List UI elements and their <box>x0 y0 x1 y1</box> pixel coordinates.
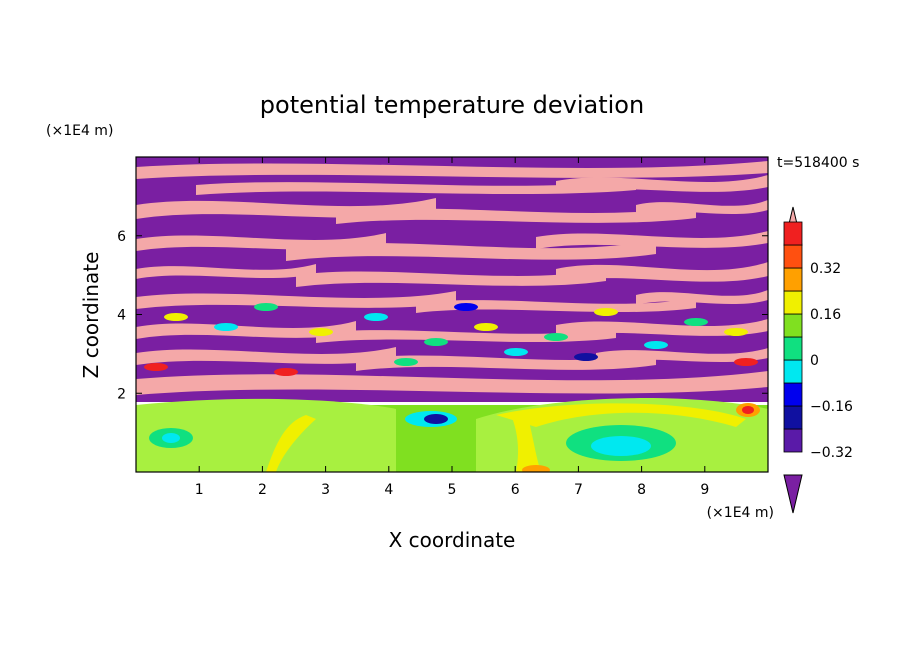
colorbar-segment <box>783 336 803 361</box>
mixing-patch <box>594 308 618 316</box>
x-tick-label: 5 <box>448 482 457 498</box>
warm-plume <box>511 415 541 472</box>
y-tick-label: 6 <box>117 229 126 245</box>
mixing-patch <box>424 338 448 346</box>
colorbar-extend-bottom <box>783 474 803 514</box>
pink-layer-band <box>136 347 396 365</box>
x-tick-label: 9 <box>700 482 709 498</box>
mixing-patch <box>724 328 748 336</box>
colorbar-segment <box>783 382 803 407</box>
colorbar-segment <box>783 290 803 315</box>
colorbar-segment <box>783 405 803 430</box>
mixing-patch <box>684 318 708 326</box>
colorbar-tick-label: −0.16 <box>810 399 853 415</box>
y-tick-label: 4 <box>117 308 126 324</box>
mixing-patch <box>364 313 388 321</box>
colorbar-segment <box>783 359 803 384</box>
time-label: t=518400 s <box>777 155 859 171</box>
cold-core <box>424 414 448 424</box>
mixing-patch <box>309 328 333 336</box>
warm-core <box>522 465 550 472</box>
cool-eddy <box>162 433 180 443</box>
pink-layer-band <box>636 200 768 215</box>
pink-layer-band <box>296 269 606 287</box>
colorbar-tick-label: 0.32 <box>810 261 841 277</box>
colorbar: −0.32 −0.16 0 0.16 0.32 <box>783 206 853 514</box>
y-tick-label: 2 <box>117 386 126 402</box>
pink-layer-band <box>136 264 316 279</box>
mixing-patch <box>734 358 758 366</box>
pink-layer-band <box>286 240 656 261</box>
boundary-eddy <box>136 398 396 472</box>
chart-title: potential temperature deviation <box>260 91 644 119</box>
colorbar-tick-label: 0.16 <box>810 307 841 323</box>
x-axis-label: X coordinate <box>389 528 516 552</box>
x-tick-label: 1 <box>195 482 204 498</box>
mixing-patch <box>474 323 498 331</box>
y-axis-ticks: 2 4 6 <box>117 229 768 402</box>
mixing-patch <box>544 333 568 341</box>
x-tick-label: 7 <box>574 482 583 498</box>
x-tick-label: 6 <box>511 482 520 498</box>
pink-layer-band <box>136 291 456 309</box>
colorbar-segment <box>783 313 803 338</box>
pink-layer-band <box>196 180 636 195</box>
x-tick-label: 4 <box>384 482 393 498</box>
mixing-patch <box>394 358 418 366</box>
pink-layer-band <box>556 175 768 193</box>
warm-plume <box>266 415 316 472</box>
contour-field <box>136 157 768 472</box>
warm-core <box>742 406 754 414</box>
colorbar-segment <box>783 221 803 246</box>
mixing-patch <box>454 303 478 311</box>
y-axis-unit: (×1E4 m) <box>46 123 113 139</box>
pink-layer-band <box>136 371 768 395</box>
mixing-patch <box>214 323 238 331</box>
cool-eddy <box>591 436 651 456</box>
pink-layer-band <box>136 321 356 339</box>
mixing-patch <box>644 341 668 349</box>
pink-layer-band <box>536 231 768 249</box>
pink-layer-band <box>336 206 696 224</box>
x-tick-label: 2 <box>258 482 267 498</box>
y-axis-label: Z coordinate <box>79 252 103 379</box>
mixing-patch <box>504 348 528 356</box>
pink-layer-band <box>556 262 768 283</box>
colorbar-tick-label: −0.32 <box>810 445 853 461</box>
colorbar-segment <box>783 428 803 453</box>
colorbar-tick-label: 0 <box>810 353 819 369</box>
pink-layer-band <box>416 298 696 313</box>
pink-layer-band <box>596 348 768 363</box>
mixing-patch <box>574 353 598 361</box>
pink-layer-band <box>556 319 768 337</box>
x-tick-label: 8 <box>637 482 646 498</box>
mixing-patch <box>254 303 278 311</box>
x-tick-label: 3 <box>321 482 330 498</box>
pink-layer-band <box>356 353 656 371</box>
colorbar-segment <box>783 244 803 269</box>
colorbar-segment <box>783 267 803 292</box>
mixing-patch <box>164 313 188 321</box>
mixing-patch <box>144 363 168 371</box>
x-axis-ticks: 1 2 3 4 5 6 7 8 9 <box>195 157 709 498</box>
pink-layer-band <box>636 290 768 305</box>
pink-layer-band <box>136 161 768 179</box>
x-axis-unit: (×1E4 m) <box>707 505 774 521</box>
pink-layer-band <box>316 328 616 343</box>
warm-plume <box>496 403 746 427</box>
mixing-patch <box>274 368 298 376</box>
